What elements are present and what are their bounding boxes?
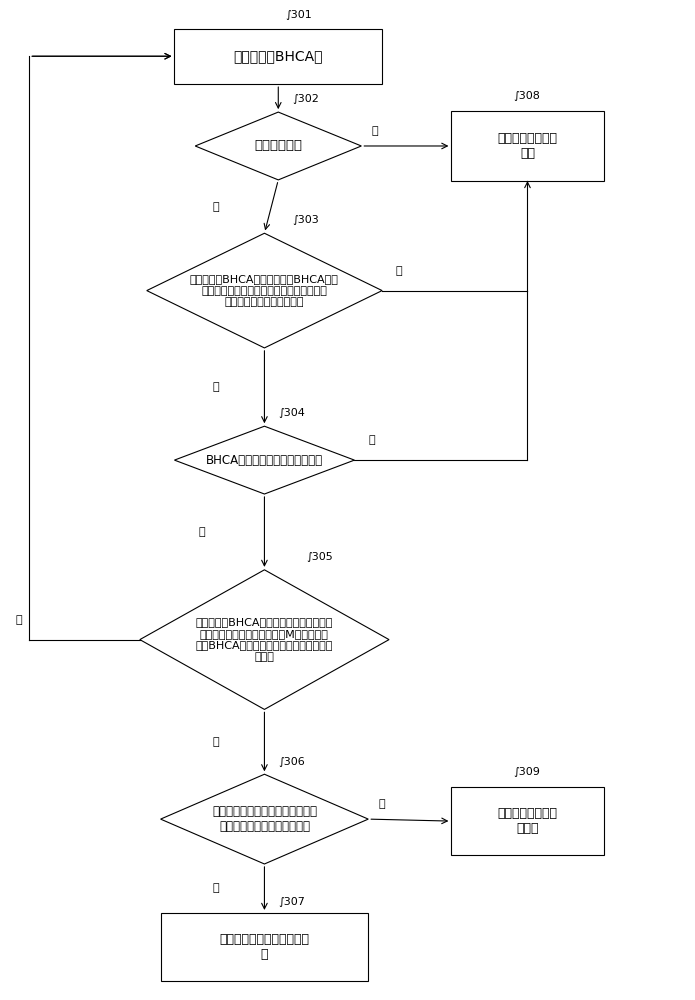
Text: 确定本周期BHCA值所属的设定取值范围，
判断本周期及本周期之前连续M个周期所获
取的BHCA值是否均在所述确定的设定取值
范围内: 确定本周期BHCA值所属的设定取值范围， 判断本周期及本周期之前连续M个周期所获… <box>196 617 333 662</box>
Text: 是否非高峰期: 是否非高峰期 <box>254 139 302 152</box>
Polygon shape <box>161 774 368 864</box>
Text: 周期性获取BHCA值: 周期性获取BHCA值 <box>234 49 323 63</box>
Text: BHCA值是否达到最大的设定比例: BHCA值是否达到最大的设定比例 <box>206 454 323 467</box>
Text: 否: 否 <box>213 883 220 893</box>
Text: 否: 否 <box>199 527 206 537</box>
Text: 判断与所述设定取值范围对应的设
定比例的单板模组是否已开启: 判断与所述设定取值范围对应的设 定比例的单板模组是否已开启 <box>212 805 317 833</box>
Text: 否: 否 <box>372 126 379 136</box>
FancyBboxPatch shape <box>451 787 604 855</box>
Text: ∫302: ∫302 <box>292 94 319 104</box>
FancyBboxPatch shape <box>161 913 368 981</box>
Text: ∫305: ∫305 <box>306 552 333 562</box>
Text: 是: 是 <box>379 799 386 809</box>
FancyBboxPatch shape <box>174 29 382 84</box>
Text: ∫309: ∫309 <box>514 767 541 777</box>
Text: 是: 是 <box>213 737 220 747</box>
Text: 是: 是 <box>396 266 402 276</box>
Polygon shape <box>147 233 382 348</box>
Text: 确定本周期BHCA值大于上周期BHCA值时
，判断当前时间距离当前时间之后最近的设
定高峰期是否小于设定阈值: 确定本周期BHCA值大于上周期BHCA值时 ，判断当前时间距离当前时间之后最近的… <box>190 274 339 307</box>
Text: ∫306: ∫306 <box>278 757 305 767</box>
Text: 是: 是 <box>368 435 375 445</box>
Text: 选择开启所有单板
模组: 选择开启所有单板 模组 <box>498 132 557 160</box>
Text: ∫301: ∫301 <box>285 10 312 20</box>
Text: ∫304: ∫304 <box>278 408 305 418</box>
Text: ∫307: ∫307 <box>278 897 305 907</box>
Text: 否: 否 <box>213 382 220 392</box>
Text: ∫308: ∫308 <box>514 91 541 101</box>
Polygon shape <box>174 426 354 494</box>
Text: 保持各单板模组状
态不变: 保持各单板模组状 态不变 <box>498 807 557 835</box>
FancyBboxPatch shape <box>451 111 604 181</box>
Polygon shape <box>195 112 361 180</box>
Polygon shape <box>140 570 389 709</box>
Text: 选择关闭相应比例的单板模
组: 选择关闭相应比例的单板模 组 <box>220 933 309 961</box>
Text: 否: 否 <box>15 615 22 625</box>
Text: ∫303: ∫303 <box>292 215 319 225</box>
Text: 是: 是 <box>213 202 220 212</box>
